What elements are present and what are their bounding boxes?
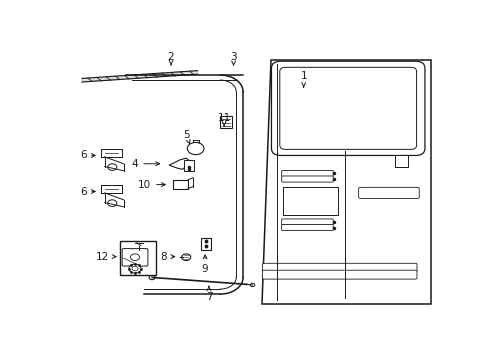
Text: 5: 5	[183, 130, 190, 143]
Circle shape	[107, 200, 117, 207]
Text: 2: 2	[167, 52, 174, 65]
FancyBboxPatch shape	[281, 225, 332, 231]
Bar	[282, 187, 337, 215]
Bar	[120, 242, 156, 275]
Text: 11: 11	[217, 113, 230, 126]
Circle shape	[250, 283, 254, 287]
Circle shape	[107, 164, 117, 170]
FancyBboxPatch shape	[262, 263, 416, 272]
Circle shape	[187, 143, 203, 155]
Text: 4: 4	[131, 159, 159, 169]
Circle shape	[181, 254, 190, 261]
Bar	[200, 238, 211, 250]
Bar	[394, 156, 407, 167]
Bar	[173, 180, 188, 189]
FancyBboxPatch shape	[281, 170, 332, 176]
FancyBboxPatch shape	[271, 61, 424, 156]
FancyBboxPatch shape	[281, 176, 332, 182]
FancyBboxPatch shape	[279, 67, 416, 149]
FancyBboxPatch shape	[122, 249, 147, 266]
Text: 12: 12	[95, 252, 116, 262]
Circle shape	[149, 275, 155, 280]
Text: 10: 10	[138, 180, 165, 190]
Circle shape	[132, 266, 138, 271]
Bar	[183, 160, 194, 171]
Polygon shape	[82, 71, 197, 82]
FancyBboxPatch shape	[281, 219, 332, 225]
Polygon shape	[169, 158, 189, 169]
Text: 8: 8	[160, 252, 174, 262]
Bar	[220, 116, 231, 128]
FancyBboxPatch shape	[262, 270, 416, 279]
Circle shape	[130, 254, 139, 261]
Circle shape	[129, 264, 141, 273]
Text: 1: 1	[300, 72, 306, 87]
Text: 3: 3	[230, 52, 236, 65]
Text: 6: 6	[80, 150, 95, 161]
FancyBboxPatch shape	[358, 187, 418, 198]
Text: 7: 7	[205, 286, 212, 302]
Polygon shape	[262, 60, 430, 304]
Text: 6: 6	[80, 186, 95, 197]
Text: 9: 9	[202, 255, 208, 274]
